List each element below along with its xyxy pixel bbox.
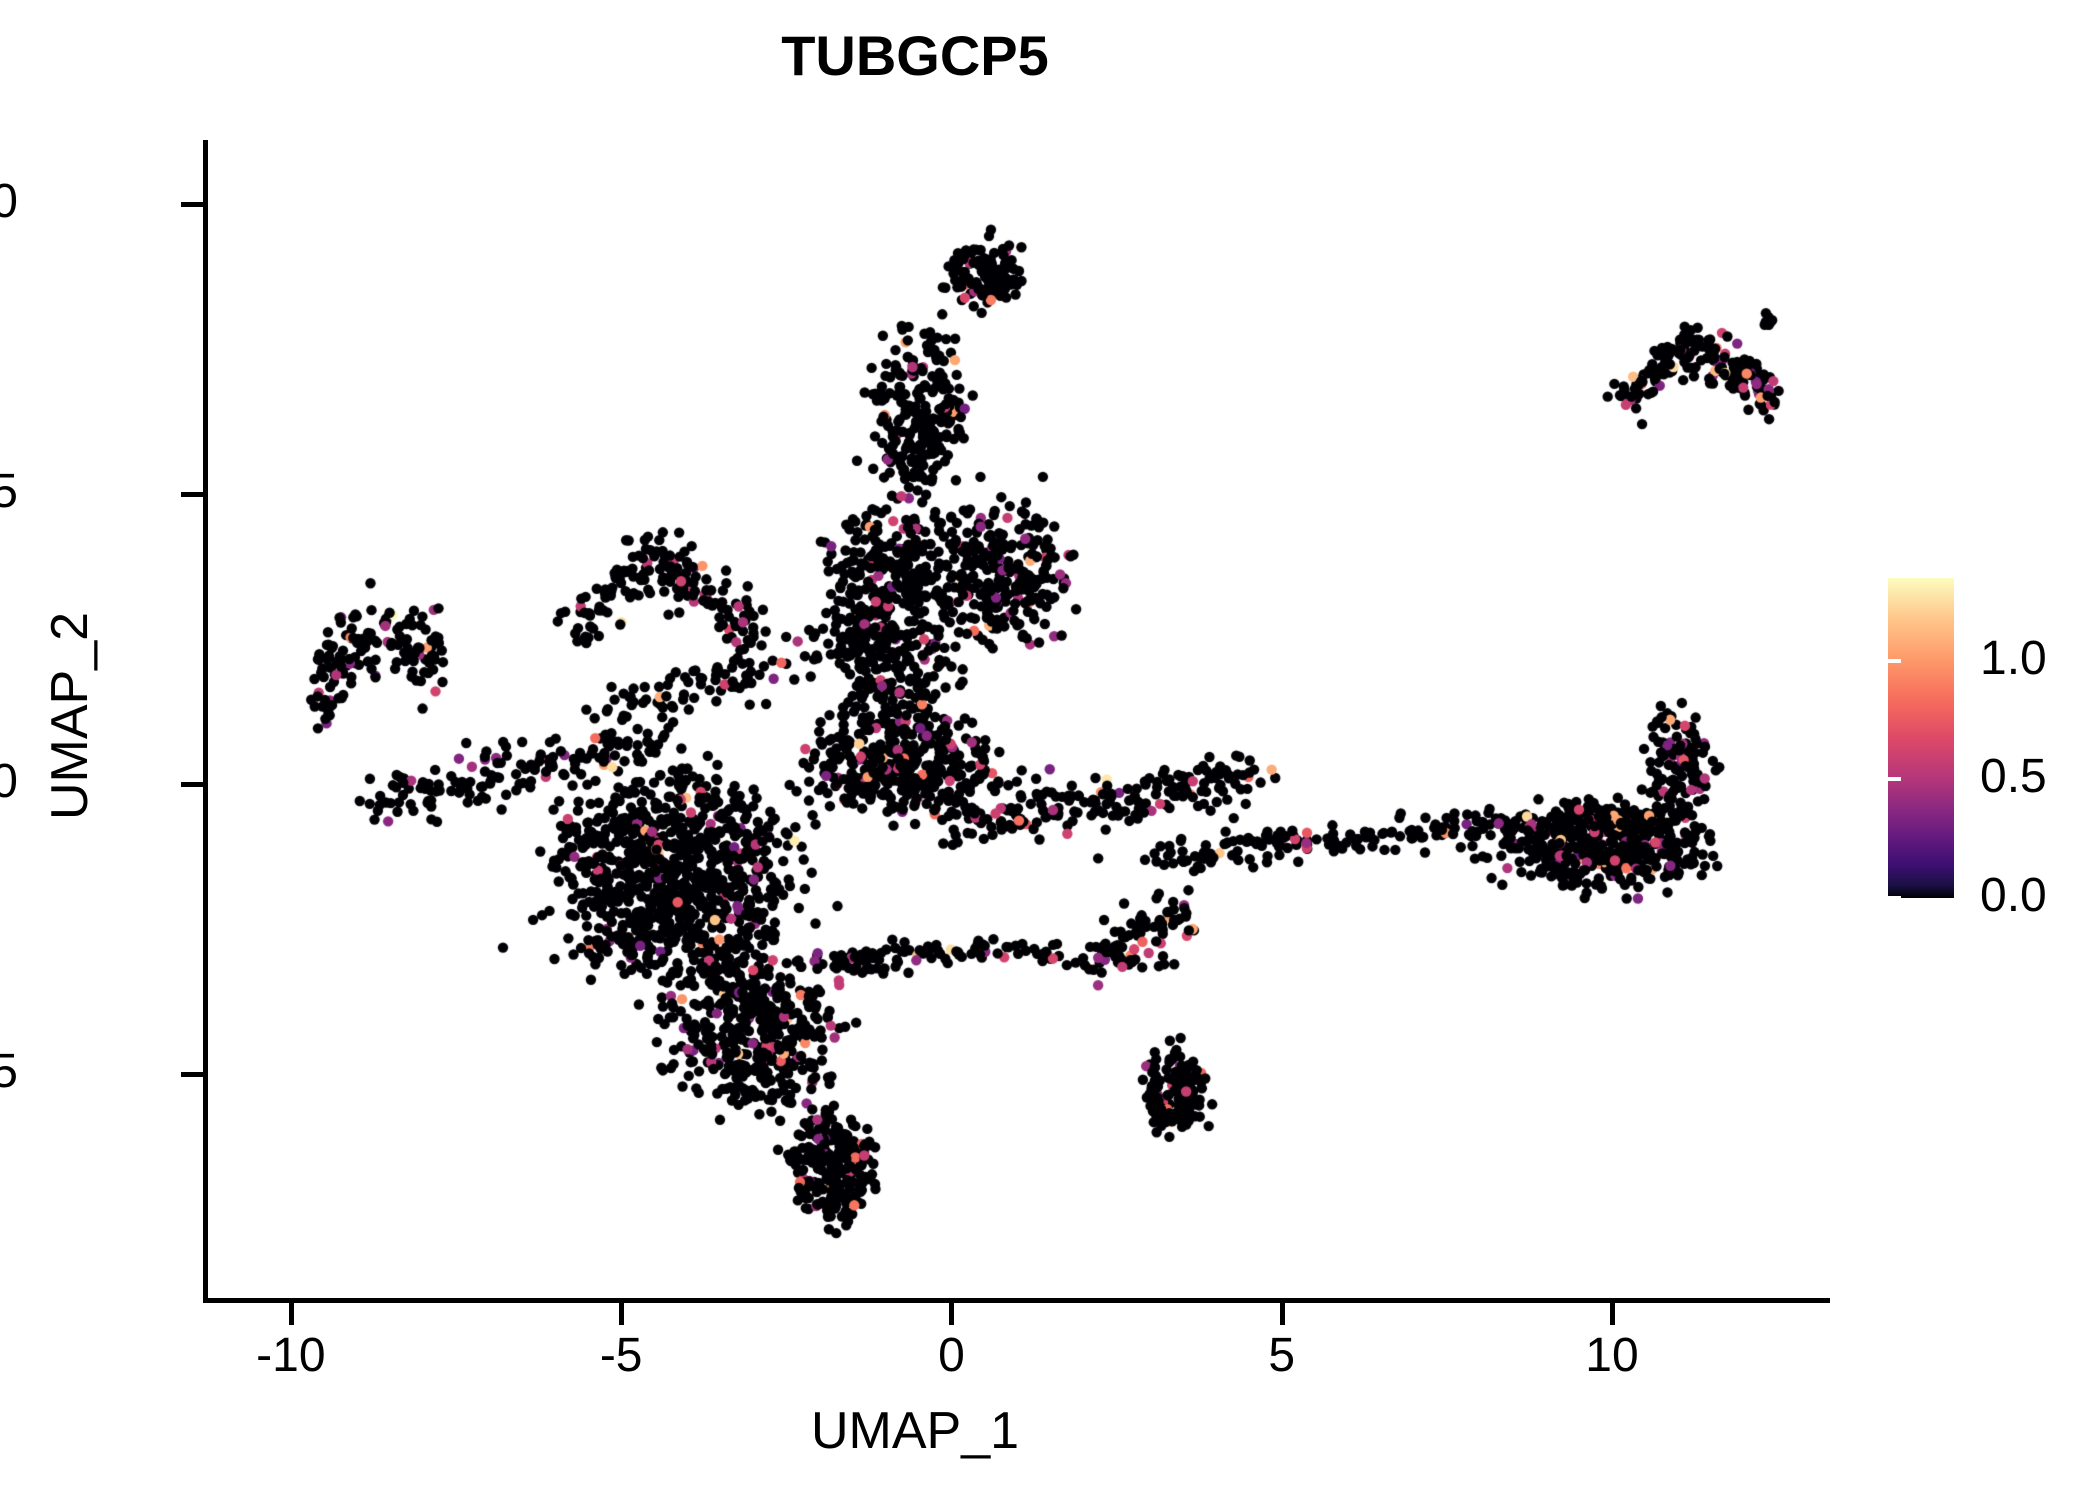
x-tick-label: 0 xyxy=(938,1329,965,1382)
page-title: TUBGCP5 xyxy=(781,24,1049,87)
x-axis-title: UMAP_1 xyxy=(810,1402,1020,1460)
colorbar-gradient xyxy=(1888,578,1954,898)
y-tick-label: 0 xyxy=(0,754,18,808)
y-axis-title: UMAP_2 xyxy=(41,611,99,821)
y-axis-line xyxy=(203,140,208,1303)
colorbar-tick-mark xyxy=(2075,896,2088,900)
y-tick-mark xyxy=(181,1071,203,1077)
colorbar-tick-mark xyxy=(1888,777,1901,782)
colorbar-tick-mark xyxy=(2075,658,2088,663)
x-axis-line xyxy=(203,1298,1830,1303)
y-tick-label: -5 xyxy=(0,1044,18,1098)
y-tick-mark xyxy=(181,491,203,497)
y-tick-mark xyxy=(181,201,203,207)
colorbar-tick-label: 1.0 xyxy=(1980,631,2047,685)
colorbar-tick-label: 0.5 xyxy=(1980,750,2047,804)
x-tick-label: 10 xyxy=(1585,1329,1639,1382)
x-tick-mark xyxy=(949,1303,955,1325)
scatter-points-layer xyxy=(205,140,1830,1300)
colorbar-tick-label: 0.0 xyxy=(1980,869,2047,922)
colorbar-tick-mark xyxy=(1888,658,1901,663)
y-tick-mark xyxy=(181,781,203,787)
colorbar-tick-mark xyxy=(1888,896,1901,900)
x-tick-mark xyxy=(619,1303,625,1325)
colorbar-tick-mark xyxy=(2075,777,2088,782)
y-tick-label: 5 xyxy=(0,464,18,518)
y-tick-label: 10 xyxy=(0,174,18,228)
x-tick-mark xyxy=(288,1303,294,1325)
plot-panel xyxy=(205,140,1830,1300)
x-tick-mark xyxy=(1279,1303,1285,1325)
colorbar-legend: 1.0 0.5 0.0 xyxy=(1888,578,2088,920)
x-tick-label: -10 xyxy=(256,1329,326,1382)
x-tick-label: -5 xyxy=(599,1329,643,1382)
x-tick-mark xyxy=(1610,1303,1615,1325)
x-tick-label: 5 xyxy=(1268,1329,1296,1382)
